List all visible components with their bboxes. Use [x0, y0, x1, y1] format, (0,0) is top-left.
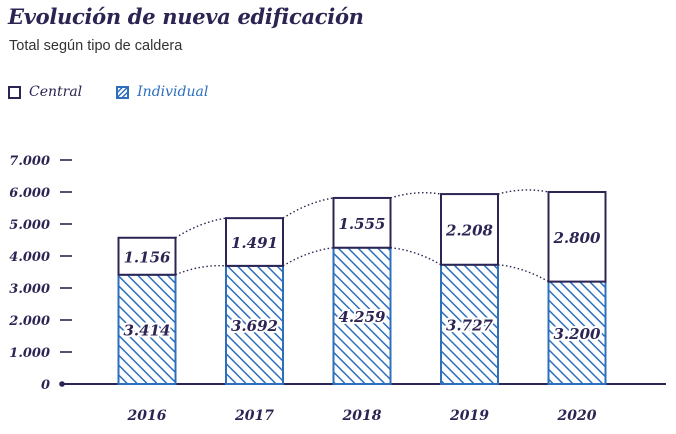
y-tick-label: 0: [41, 378, 50, 393]
data-label-central: 2.208: [445, 221, 494, 239]
bar-individual: [547, 280, 607, 386]
connector-total: [175, 217, 227, 239]
chart-subtitle: Total según tipo de caldera: [9, 38, 183, 54]
connector-individual: [497, 264, 549, 283]
y-tick-label: 7.000: [9, 154, 50, 169]
legend-item-individual: Individual: [116, 84, 208, 100]
legend-label-central: Central: [29, 84, 83, 100]
data-label-central: 1.555: [339, 215, 386, 233]
bar-central: [117, 236, 177, 276]
legend-label-individual: Individual: [137, 84, 209, 100]
data-label-central: 1.491: [231, 234, 278, 252]
data-label-individual: 3.414: [124, 321, 171, 339]
legend-swatch-central: [8, 85, 21, 99]
x-tick-label: 2017: [234, 408, 274, 424]
data-label-individual: 4.259: [339, 308, 387, 326]
legend: Central Individual: [8, 84, 242, 100]
y-tick-label: 6.000: [9, 186, 50, 201]
legend-item-central: Central: [8, 84, 82, 100]
chart-title: Evolución de nueva edificación: [8, 4, 364, 29]
connector-individual: [175, 264, 227, 276]
bar-central: [225, 217, 284, 267]
x-tick-label: 2020: [557, 408, 597, 424]
x-tick-label: 2019: [449, 408, 489, 424]
bar-individual: [117, 273, 177, 386]
x-axis-start-dot: [59, 381, 65, 387]
bar-individual: [440, 263, 499, 385]
data-label-individual: 3.727: [446, 316, 494, 334]
y-tick-label: 2.000: [8, 314, 50, 329]
bar-central: [332, 196, 392, 249]
bar-central: [440, 193, 499, 266]
y-tick-label: 3.000: [9, 282, 50, 297]
bar-individual: [225, 264, 284, 385]
y-tick-label: 1.000: [9, 346, 50, 361]
x-tick-label: 2016: [127, 408, 167, 424]
connector-total: [282, 197, 334, 219]
data-label-central: 1.156: [124, 248, 172, 266]
connector-individual: [390, 247, 442, 266]
data-label-individual: 3.692: [231, 317, 278, 335]
connector-individual: [282, 247, 334, 267]
bar-individual: [332, 246, 392, 385]
legend-swatch-individual: [116, 85, 130, 99]
connector-total: [390, 192, 442, 199]
x-tick-label: 2018: [342, 408, 382, 424]
y-tick-label: 4.000: [9, 250, 50, 265]
y-tick-label: 5.000: [9, 218, 50, 233]
bar-central: [547, 191, 607, 283]
data-label-central: 2.800: [553, 229, 602, 247]
data-label-individual: 3.200: [554, 325, 602, 343]
connector-total: [497, 189, 549, 195]
